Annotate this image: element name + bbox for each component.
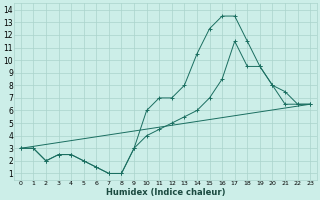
X-axis label: Humidex (Indice chaleur): Humidex (Indice chaleur) [106,188,225,197]
